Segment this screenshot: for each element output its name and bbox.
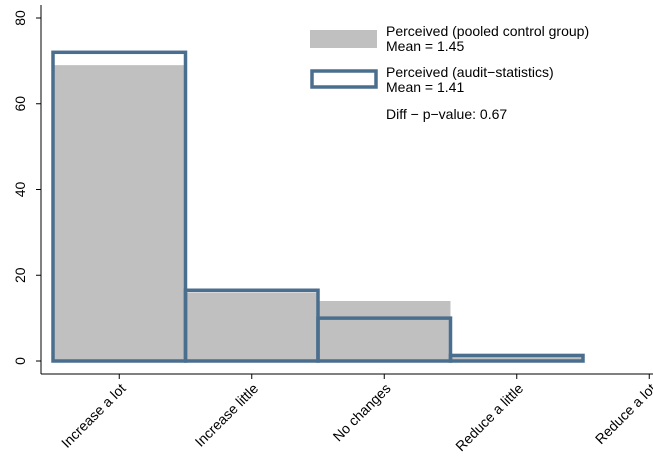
bar-audit-statistics-0 xyxy=(51,50,188,363)
x-tick-label-1: Increase little xyxy=(192,380,262,450)
legend-swatch-audit-statistics xyxy=(310,69,378,89)
bar-pooled-control-3 xyxy=(450,356,583,361)
bar-audit-statistics-2 xyxy=(316,316,453,363)
y-tick-label-1: 20 xyxy=(12,267,28,283)
bar-pooled-control-2 xyxy=(318,300,451,361)
x-tick-label-0: Increase a lot xyxy=(58,380,129,451)
legend-mean-audit-statistics: Mean = 1.41 xyxy=(386,79,464,95)
pooled-control-bars xyxy=(53,65,583,361)
legend-swatch-pooled-control xyxy=(310,30,377,48)
audit-statistics-bars xyxy=(51,50,585,363)
y-tick-label-2: 40 xyxy=(12,182,28,198)
x-tick-label-2: No changes xyxy=(330,380,394,444)
x-tick-label-4: Reduce a lot xyxy=(592,380,653,447)
y-tick-label-4: 80 xyxy=(12,10,28,26)
y-tick-label-0: 0 xyxy=(12,357,28,365)
legend-label-pooled-control: Perceived (pooled control group) xyxy=(386,23,589,39)
bar-pooled-control-0 xyxy=(53,65,186,361)
y-tick-label-3: 60 xyxy=(12,96,28,112)
bar-audit-statistics-3 xyxy=(448,353,585,363)
x-tick-label-3: Reduce a little xyxy=(452,380,526,454)
bar-pooled-control-1 xyxy=(185,292,318,361)
legend: Perceived (pooled control group) Mean = … xyxy=(310,23,589,122)
p-value-annotation: Diff − p−value: 0.67 xyxy=(386,106,507,122)
legend-mean-pooled-control: Mean = 1.45 xyxy=(386,38,464,54)
legend-label-audit-statistics: Perceived (audit−statistics) xyxy=(386,64,554,80)
